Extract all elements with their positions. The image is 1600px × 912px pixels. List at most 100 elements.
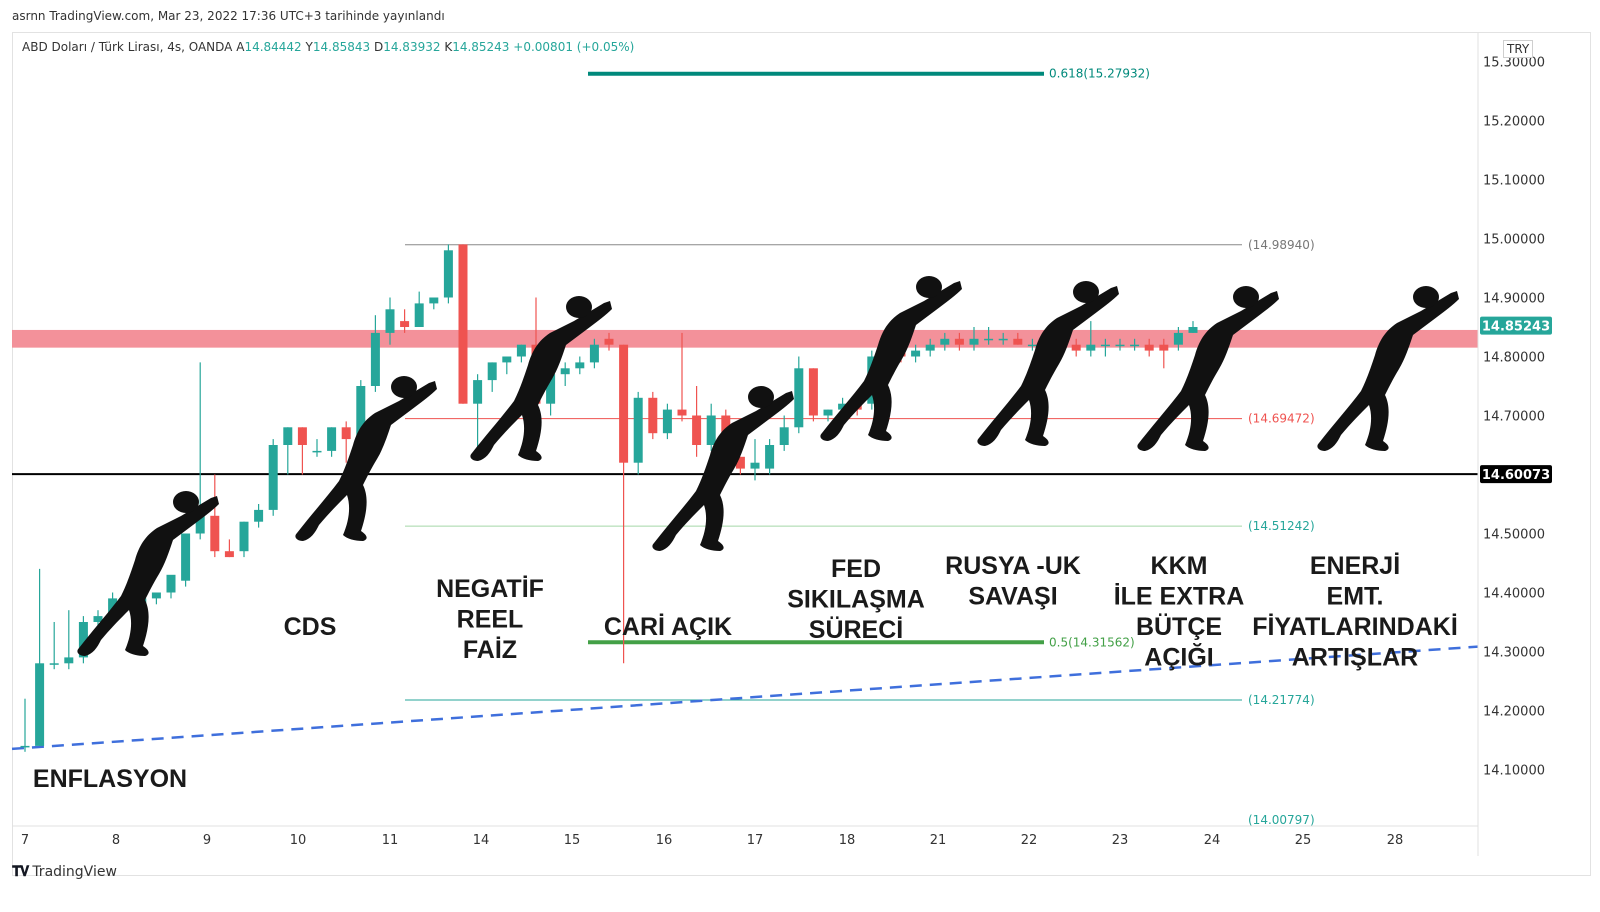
candle-body [297,427,307,445]
candle-body [20,745,30,748]
resistance-zone [12,329,1478,348]
candle-body [370,332,380,386]
pushing-figure-icon [1137,286,1279,451]
annotation-label: ARTIŞLAR [1292,644,1418,672]
candle-body [385,309,395,333]
x-tick-label: 28 [1387,833,1404,848]
candle-body [429,297,439,304]
currency-badge[interactable]: TRY [1503,40,1534,58]
candle-body [400,321,410,327]
figure-head-icon [566,296,592,318]
candle-body [93,616,103,622]
figure-body-icon [1137,291,1279,451]
candle-body [1071,344,1081,351]
candle-body [750,462,760,469]
candle-body [692,415,702,445]
x-tick-label: 7 [21,833,29,848]
level-label: (14.69472) [1248,412,1315,426]
x-tick-label: 25 [1295,833,1312,848]
annotation-label: SIKILAŞMA [787,586,925,614]
annotation-label: CARİ AÇIK [604,613,732,641]
candle-body [765,445,775,469]
candle-body [940,338,950,345]
annotation-label: NEGATİF [436,575,544,603]
level-label: (14.00797) [1248,813,1315,827]
candle-body [925,344,935,351]
candle-body [575,362,585,369]
candle-body [662,409,672,434]
candle-body [1144,344,1154,351]
annotation-label: KKM [1151,552,1208,580]
pushing-figure-icon [295,376,437,541]
candle-body [458,244,468,404]
change-value: +0.00801 (+0.05%) [513,40,635,54]
pushing-figure-icon [470,296,612,461]
y-tick-label: 14.70000 [1483,410,1545,425]
candle-body [706,415,716,445]
candle-body [443,250,453,298]
candle-body [356,386,366,440]
candle-body [838,403,848,410]
candle-body [487,362,497,381]
candle-body [1130,344,1140,347]
y-tick-label: 14.50000 [1483,528,1545,543]
chart-frame [12,32,1591,876]
close-value: 14.85243 [452,40,510,54]
candle-body [254,509,264,522]
annotation-label: REEL [457,606,524,634]
x-tick-label: 21 [930,833,947,848]
figure-head-icon [391,376,417,398]
candle-body [283,427,293,445]
x-tick-label: 16 [656,833,673,848]
open-label: A [236,40,245,54]
candle-body [78,622,88,658]
candle-body [151,592,161,599]
x-tick-label: 15 [564,833,581,848]
open-value: 14.84442 [244,40,302,54]
pushing-figure-icon [77,491,219,656]
footer-brand[interactable]: 𝐓𝐕 TradingView [12,864,117,880]
price-tag-label: 14.60073 [1482,468,1550,483]
annotation-label: BÜTÇE [1136,612,1222,641]
annotation-label: CDS [284,613,337,641]
symbol-name: ABD Doları / Türk Lirası, 4s, OANDA [22,40,233,54]
candle-body [473,380,483,404]
annotation-label: FİYATLARINDAKİ [1252,613,1458,641]
published-note: asrnn TradingView.com, Mar 23, 2022 17:3… [12,9,445,23]
level-label: (14.21774) [1248,693,1315,707]
annotation-label: ENFLASYON [33,765,187,793]
annotation-label: ENERJİ [1310,552,1400,580]
candle-body [1159,344,1169,351]
figure-head-icon [916,276,942,298]
high-value: 14.85843 [312,40,371,54]
candle-body [560,368,570,375]
candle-body [546,374,556,404]
y-tick-label: 14.10000 [1483,764,1545,779]
candle-body [312,450,322,453]
candle-body [794,368,804,428]
y-tick-label: 14.30000 [1483,646,1545,661]
annotation-label: AÇIĞI [1144,643,1213,672]
figure-body-icon [652,391,794,551]
y-tick-label: 14.20000 [1483,705,1545,720]
tradingview-logo-icon: 𝐓𝐕 [12,864,29,880]
pushing-figure-icon [977,281,1119,446]
figure-body-icon [1317,291,1459,451]
candle-body [735,456,745,469]
annotation-label: FED [831,555,881,583]
pushing-figure-icon [652,386,794,551]
figure-head-icon [1073,281,1099,303]
candle-body [239,521,249,552]
y-tick-label: 15.10000 [1483,174,1545,189]
candle-body [1027,344,1037,347]
candle-body [516,344,526,357]
price-tag-bg [1480,316,1552,335]
annotation-label: RUSYA -UK [945,552,1081,580]
price-tag-bg [1480,465,1552,484]
pushing-figure-icon [820,276,962,441]
annotation-label: FAİZ [463,636,517,664]
candle-body [64,657,74,664]
candle-body [998,338,1008,341]
candle-body [677,409,687,416]
